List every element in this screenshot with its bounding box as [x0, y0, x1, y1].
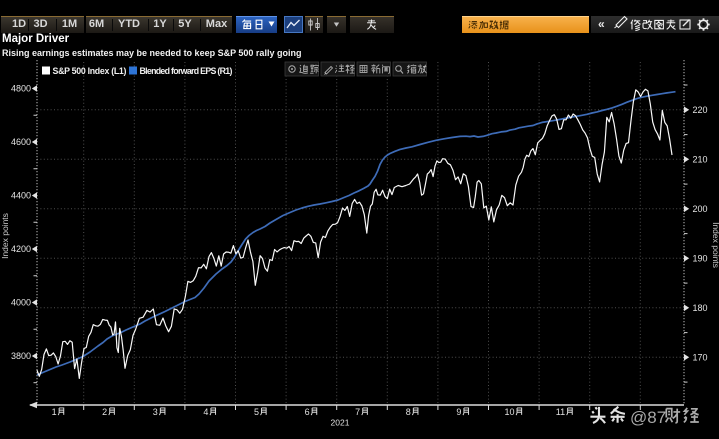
svg-text:Index points: Index points	[711, 222, 719, 268]
svg-text:170: 170	[693, 353, 708, 363]
svg-text:6: 6	[305, 407, 310, 417]
svg-text:4400: 4400	[11, 191, 31, 201]
svg-text:3800: 3800	[11, 351, 31, 361]
svg-text:4800: 4800	[11, 84, 31, 94]
svg-text:10: 10	[504, 407, 514, 417]
svg-text:8: 8	[406, 407, 411, 417]
svg-text:180: 180	[693, 303, 708, 313]
svg-text:4600: 4600	[11, 137, 31, 147]
svg-text:1: 1	[52, 407, 57, 417]
svg-text:200: 200	[693, 204, 708, 214]
svg-text:7: 7	[355, 407, 360, 417]
svg-text:4200: 4200	[11, 244, 31, 254]
svg-text:220: 220	[693, 105, 708, 115]
svg-text:5: 5	[254, 407, 259, 417]
svg-text:2: 2	[102, 407, 107, 417]
svg-text:210: 210	[693, 155, 708, 165]
svg-text:2021: 2021	[331, 418, 350, 428]
svg-text:190: 190	[693, 254, 708, 264]
svg-text:4: 4	[203, 407, 208, 417]
svg-text:Blended forward EPS (R1): Blended forward EPS (R1)	[140, 66, 233, 76]
svg-text:9: 9	[456, 407, 461, 417]
svg-text:3: 3	[153, 407, 158, 417]
svg-text:S&P 500 Index (L1): S&P 500 Index (L1)	[53, 66, 127, 76]
svg-text:4000: 4000	[11, 298, 31, 308]
svg-text:11: 11	[556, 407, 565, 417]
svg-text:Index points: Index points	[0, 213, 10, 259]
svg-text:@87: @87	[630, 408, 666, 427]
